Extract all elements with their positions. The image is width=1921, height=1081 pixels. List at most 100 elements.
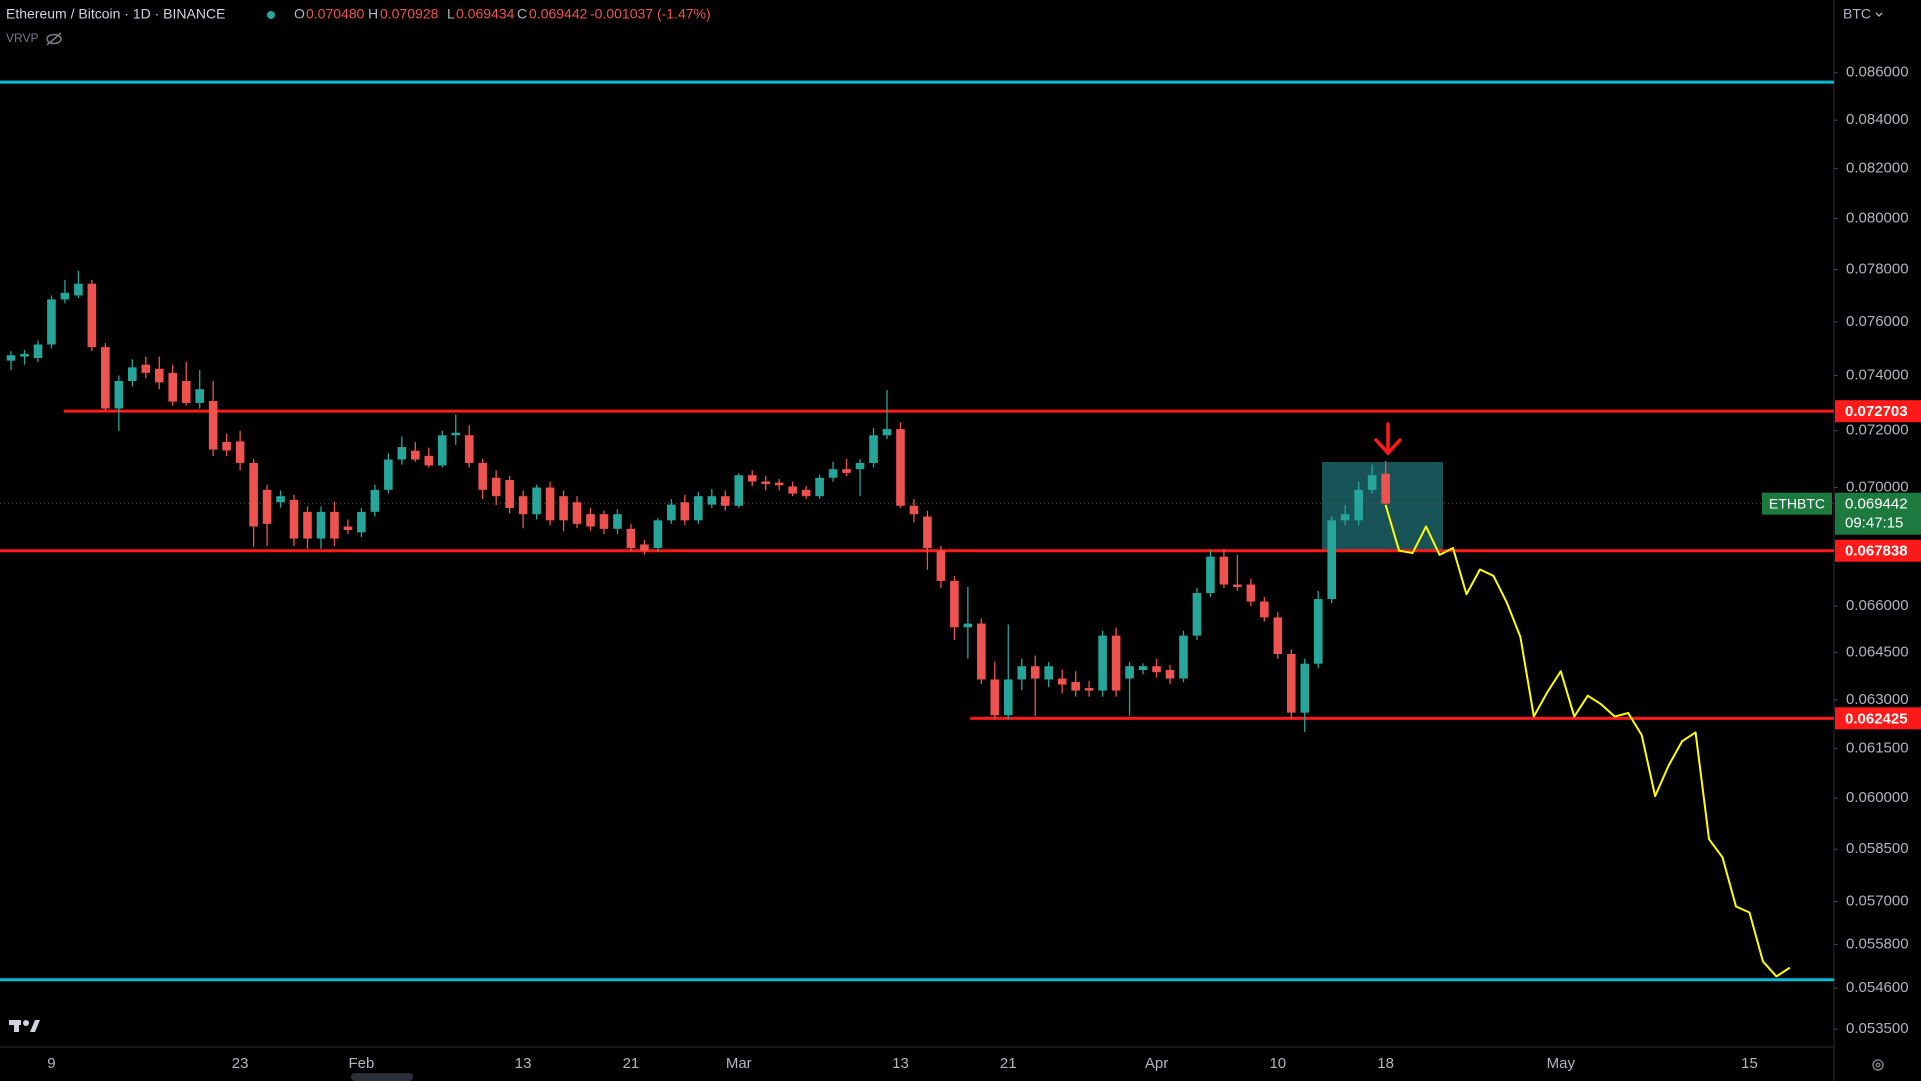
candle-body <box>20 353 29 357</box>
candle-body <box>114 381 124 409</box>
candle-body <box>977 623 986 680</box>
candle-body <box>680 502 690 521</box>
candle-body <box>734 475 744 506</box>
candle-body <box>1233 584 1242 587</box>
symbol-label: ETHBTC <box>1769 495 1825 511</box>
x-tick-label: Apr <box>1145 1055 1168 1072</box>
candle-body <box>613 514 622 529</box>
candle-body <box>397 447 407 460</box>
y-tick-label: 0.074000 <box>1846 367 1909 384</box>
candle-body <box>235 441 245 463</box>
y-tick-label: 0.063000 <box>1846 691 1909 708</box>
scroll-handle[interactable] <box>351 1073 413 1081</box>
ohlc-value: 0.070480 <box>306 6 365 22</box>
candle-body <box>1044 666 1054 680</box>
y-tick-label: 0.080000 <box>1846 209 1909 226</box>
ohlc-value: 0.070928 <box>380 6 439 22</box>
indicator-name[interactable]: VRVP <box>6 31 38 45</box>
candle-body <box>532 487 541 515</box>
x-tick-label: 21 <box>1000 1055 1017 1072</box>
candle-body <box>1111 635 1121 691</box>
candle-body <box>990 679 1000 716</box>
candle-body <box>1057 678 1067 685</box>
candle-body <box>1003 679 1013 716</box>
x-tick-label: Mar <box>726 1055 752 1072</box>
y-tick-label: 0.060000 <box>1846 789 1909 806</box>
y-tick-label: 0.076000 <box>1846 313 1909 330</box>
candle-body <box>370 489 380 512</box>
currency-label[interactable]: BTC <box>1843 6 1871 22</box>
last-price-box <box>1835 492 1921 535</box>
candle-body <box>707 496 717 505</box>
candle-body <box>168 372 178 402</box>
candle-body <box>222 441 231 451</box>
candle-body <box>303 511 312 539</box>
candle-body <box>478 462 488 490</box>
candle-body <box>343 526 353 531</box>
candle-body <box>923 516 932 549</box>
candle-body <box>855 462 865 470</box>
y-tick-label: 0.064500 <box>1846 643 1909 660</box>
countdown-label: 09:47:15 <box>1845 515 1903 532</box>
candle-body <box>101 347 110 409</box>
candle-body <box>262 489 272 524</box>
candle-body <box>828 469 838 478</box>
candle-body <box>128 367 137 382</box>
candle-body <box>316 511 326 539</box>
candle-body <box>1313 599 1323 664</box>
candle-body <box>774 482 784 486</box>
down-arrow <box>1374 422 1402 456</box>
y-tick-label: 0.084000 <box>1846 111 1909 128</box>
x-tick-label: 13 <box>892 1055 909 1072</box>
candle-body <box>1300 663 1310 713</box>
candle-body <box>289 499 299 539</box>
candle-body <box>437 435 447 466</box>
market-status-dot[interactable] <box>267 11 275 19</box>
candle-body <box>626 528 636 549</box>
candle-body <box>181 381 191 403</box>
symbol-title[interactable]: Ethereum / Bitcoin · 1D · BINANCE <box>6 6 225 22</box>
x-tick-label: 13 <box>515 1055 532 1072</box>
y-tick-label: 0.058500 <box>1846 840 1909 857</box>
candle-body <box>195 389 204 403</box>
ohlc-key: L <box>447 6 455 22</box>
logo[interactable] <box>9 1020 40 1032</box>
candle-body <box>1084 688 1094 691</box>
candle-body <box>963 623 973 628</box>
ohlc-key: H <box>368 6 378 22</box>
hide-icon[interactable] <box>46 32 62 46</box>
x-tick-label: 18 <box>1377 1055 1394 1072</box>
candle-body <box>842 469 851 473</box>
y-tick-label: 0.072000 <box>1846 422 1909 439</box>
ohlc-value: 0.069434 <box>456 6 515 22</box>
candle-body <box>694 496 703 521</box>
candle-body <box>6 355 16 361</box>
candle-body <box>154 368 164 383</box>
candle-body <box>1192 593 1202 636</box>
y-tick-label: 0.070000 <box>1846 478 1909 495</box>
candle-body <box>896 429 905 506</box>
candle-body <box>936 550 946 581</box>
x-tick-label: 10 <box>1269 1055 1286 1072</box>
y-tick-label: 0.053500 <box>1846 1020 1909 1037</box>
y-tick-label: 0.055800 <box>1846 935 1909 952</box>
candle-body <box>653 520 663 549</box>
candle-body <box>411 450 420 460</box>
candle-body <box>1367 475 1377 490</box>
level-price-box <box>1835 707 1921 730</box>
candle-body <box>950 580 959 628</box>
settings-icon[interactable] <box>1872 1059 1884 1071</box>
currency-chevron[interactable] <box>1875 12 1883 17</box>
level-price-box <box>1835 400 1921 423</box>
candle-body <box>815 477 824 497</box>
candle-body <box>586 514 595 527</box>
candle-body <box>424 455 434 466</box>
candle-body <box>1165 669 1175 679</box>
candle-body <box>1179 635 1188 679</box>
level-price-label: 0.067838 <box>1845 543 1908 560</box>
candle-body <box>249 462 258 527</box>
x-tick-label: Feb <box>348 1055 374 1072</box>
